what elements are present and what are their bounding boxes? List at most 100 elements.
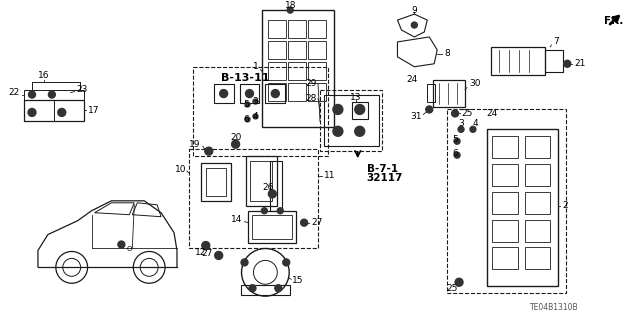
- Circle shape: [205, 147, 212, 155]
- Bar: [241, 285, 290, 295]
- Text: FR.: FR.: [604, 16, 623, 26]
- Bar: [525, 192, 550, 214]
- Text: 25: 25: [461, 109, 472, 118]
- Bar: [201, 163, 230, 201]
- Circle shape: [29, 91, 35, 98]
- Circle shape: [249, 285, 256, 292]
- Text: 2: 2: [563, 201, 568, 210]
- Text: 28: 28: [306, 94, 317, 103]
- Bar: [248, 211, 296, 242]
- Circle shape: [275, 285, 282, 292]
- Bar: [308, 62, 326, 80]
- Circle shape: [261, 208, 268, 214]
- Circle shape: [426, 106, 433, 113]
- Bar: [252, 215, 292, 239]
- Bar: [545, 50, 563, 72]
- Circle shape: [245, 117, 250, 122]
- Circle shape: [333, 105, 343, 115]
- Text: 4: 4: [253, 112, 259, 121]
- Text: 25: 25: [446, 284, 458, 293]
- Circle shape: [277, 208, 284, 214]
- Circle shape: [245, 102, 250, 107]
- Text: 11: 11: [324, 172, 335, 181]
- Text: 17: 17: [88, 106, 99, 115]
- Circle shape: [283, 259, 290, 266]
- Circle shape: [452, 110, 458, 117]
- Bar: [189, 149, 318, 249]
- Bar: [308, 20, 326, 38]
- Bar: [206, 168, 226, 196]
- Bar: [268, 83, 286, 100]
- Bar: [308, 83, 326, 100]
- Bar: [288, 41, 306, 59]
- Circle shape: [58, 108, 66, 116]
- Text: 23: 23: [77, 85, 88, 94]
- Bar: [268, 20, 286, 38]
- Circle shape: [564, 60, 571, 67]
- Text: 4: 4: [472, 119, 477, 128]
- Text: 7: 7: [554, 37, 559, 47]
- Bar: [525, 220, 550, 241]
- Text: 29: 29: [306, 79, 317, 88]
- Bar: [447, 109, 566, 293]
- Circle shape: [215, 251, 223, 259]
- Circle shape: [301, 219, 308, 226]
- Text: 27: 27: [311, 218, 323, 227]
- Bar: [324, 94, 379, 146]
- Bar: [266, 84, 285, 103]
- Bar: [24, 100, 54, 121]
- Text: 31: 31: [410, 112, 421, 121]
- Text: 3: 3: [458, 119, 464, 128]
- Circle shape: [455, 278, 463, 286]
- Bar: [525, 164, 550, 186]
- Text: 24: 24: [406, 75, 417, 84]
- Text: 9: 9: [412, 6, 417, 15]
- Bar: [525, 248, 550, 269]
- Text: 18: 18: [284, 1, 296, 10]
- Text: 5: 5: [452, 135, 458, 144]
- Bar: [491, 47, 545, 75]
- Text: 10: 10: [175, 165, 187, 174]
- Text: 5: 5: [244, 100, 250, 109]
- Text: 3: 3: [253, 97, 259, 106]
- Bar: [268, 62, 286, 80]
- Circle shape: [287, 7, 293, 13]
- Text: 6: 6: [452, 149, 458, 158]
- Circle shape: [454, 152, 460, 158]
- Bar: [428, 84, 435, 101]
- Text: 8: 8: [444, 49, 450, 58]
- Text: 20: 20: [230, 133, 241, 142]
- Bar: [492, 136, 518, 158]
- Circle shape: [253, 114, 258, 119]
- Text: 13: 13: [350, 93, 362, 102]
- Text: 30: 30: [469, 79, 481, 88]
- Circle shape: [49, 91, 55, 98]
- Bar: [308, 41, 326, 59]
- Text: 26: 26: [262, 183, 274, 192]
- Bar: [246, 156, 277, 206]
- Bar: [288, 20, 306, 38]
- Circle shape: [118, 241, 125, 248]
- Bar: [492, 248, 518, 269]
- Circle shape: [220, 90, 228, 98]
- Circle shape: [232, 140, 239, 148]
- Bar: [24, 100, 84, 121]
- Bar: [268, 41, 286, 59]
- Text: 14: 14: [231, 215, 243, 224]
- Circle shape: [356, 108, 363, 114]
- Bar: [250, 161, 273, 201]
- Circle shape: [202, 241, 210, 249]
- Circle shape: [268, 190, 276, 198]
- Bar: [270, 161, 282, 211]
- Circle shape: [253, 99, 258, 104]
- Bar: [352, 101, 367, 119]
- Text: 19: 19: [189, 140, 201, 149]
- Circle shape: [333, 126, 343, 136]
- Text: 32117: 32117: [367, 173, 403, 183]
- Bar: [262, 10, 334, 127]
- Bar: [239, 84, 259, 103]
- Circle shape: [246, 90, 253, 98]
- Text: 1: 1: [253, 62, 259, 71]
- Circle shape: [271, 90, 279, 98]
- Text: B-7-1: B-7-1: [367, 164, 398, 174]
